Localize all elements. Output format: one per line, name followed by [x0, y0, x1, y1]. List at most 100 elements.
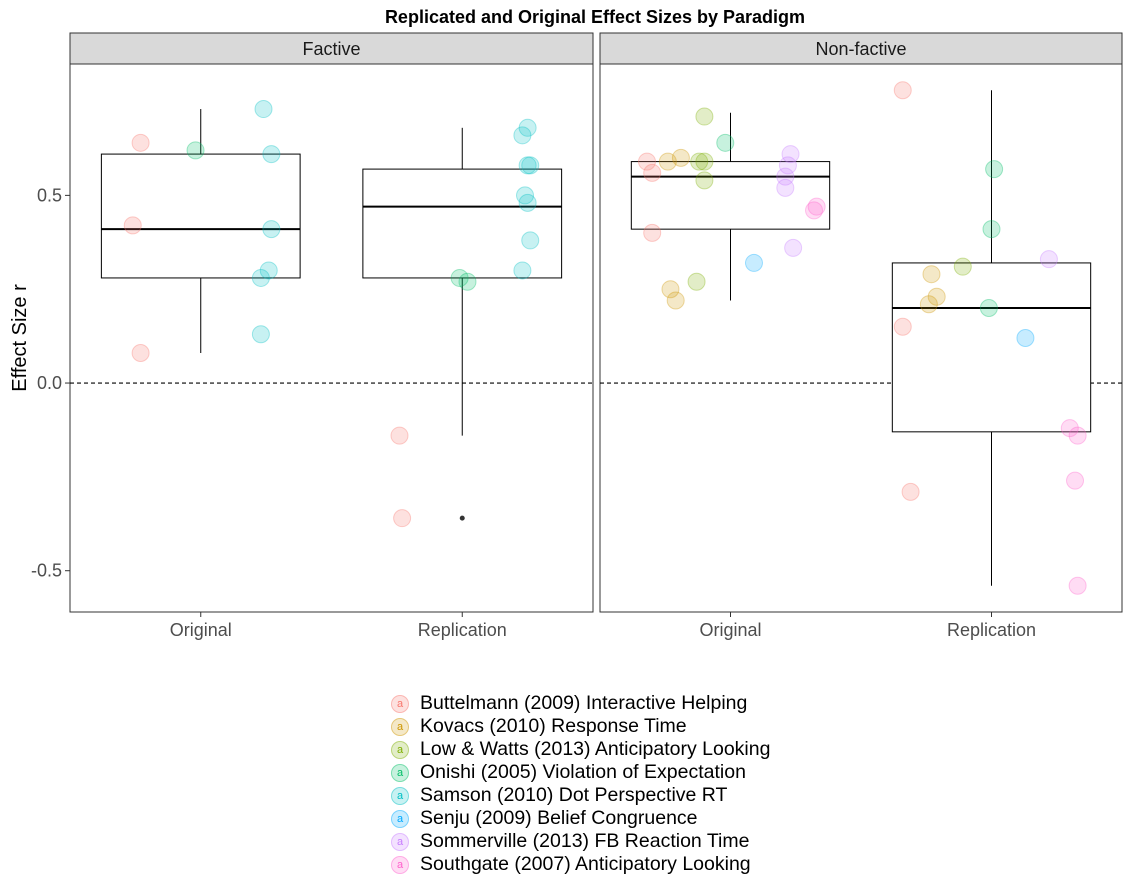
boxplot-original: [630, 112, 831, 301]
panel-factive: Factive Original Replication: [69, 32, 594, 640]
data-point: [695, 107, 714, 126]
legend: a Buttelmann (2009) Interactive Helping a K…: [390, 692, 770, 876]
data-point: [893, 317, 912, 336]
legend-item: a Sommerville (2013) FB Reaction Time: [390, 830, 770, 853]
y-tick-label: -0.5: [31, 561, 62, 581]
data-point: [922, 265, 941, 284]
data-point: [690, 152, 709, 171]
data-point: [643, 223, 662, 242]
y-tick-label: 0.5: [37, 185, 62, 205]
legend-key: a: [390, 763, 410, 783]
data-point: [251, 325, 270, 344]
data-point: [687, 272, 706, 291]
legend-label: Low & Watts (2013) Anticipatory Looking: [420, 738, 771, 760]
legend-label: Buttelmann (2009) Interactive Helping: [420, 692, 748, 714]
data-point: [807, 197, 826, 216]
data-point: [744, 253, 763, 272]
data-point: [666, 291, 685, 310]
legend-label: Kovacs (2010) Response Time: [420, 715, 687, 737]
data-point: [262, 145, 281, 164]
data-point: [784, 238, 803, 257]
data-point: [637, 152, 656, 171]
data-point: [131, 133, 150, 152]
legend-label: Samson (2010) Dot Perspective RT: [420, 784, 728, 806]
chart-title: Replicated and Original Effect Sizes by …: [385, 7, 805, 27]
legend-item: a Low & Watts (2013) Anticipatory Looking: [390, 738, 770, 761]
data-point: [131, 344, 150, 363]
legend-label: Senju (2009) Belief Congruence: [420, 807, 698, 829]
legend-key: a: [390, 694, 410, 714]
data-point: [979, 298, 998, 317]
x-tick-label: Replication: [418, 620, 507, 640]
box: [891, 262, 1092, 433]
legend-key: a: [390, 855, 410, 875]
legend-key: a: [390, 786, 410, 806]
data-point: [985, 160, 1004, 179]
legend-key: a: [390, 832, 410, 852]
data-point: [1016, 329, 1035, 347]
data-point: [776, 167, 795, 186]
legend-key: a: [390, 740, 410, 760]
box: [100, 153, 301, 279]
data-point: [919, 295, 938, 314]
data-point: [390, 426, 409, 445]
data-point: [1068, 426, 1087, 445]
outlier-point: [459, 515, 465, 521]
legend-item: a Buttelmann (2009) Interactive Helping: [390, 692, 770, 715]
legend-item: a Southgate (2007) Anticipatory Looking: [390, 853, 770, 876]
data-point: [254, 100, 273, 119]
data-point: [778, 156, 797, 175]
box: [362, 168, 563, 279]
data-point: [513, 261, 532, 280]
legend-key: a: [390, 717, 410, 737]
data-point: [695, 152, 714, 171]
data-point: [1068, 576, 1087, 595]
boxplot-replication: [891, 90, 1092, 586]
data-point: [643, 163, 662, 182]
data-point: [521, 156, 540, 175]
legend-label: Onishi (2005) Violation of Expectation: [420, 761, 746, 783]
data-point: [186, 141, 205, 160]
facet-strip: [599, 32, 1123, 65]
data-point: [458, 272, 477, 291]
legend-label: Sommerville (2013) FB Reaction Time: [420, 830, 750, 852]
data-point: [781, 145, 800, 164]
data-point: [658, 152, 677, 171]
legend-item: a Senju (2009) Belief Congruence: [390, 807, 770, 830]
data-point: [518, 156, 537, 175]
y-tick-label: 0.0: [37, 373, 62, 393]
panel-border: [599, 63, 1123, 613]
legend-key: a: [390, 809, 410, 829]
data-point: [251, 268, 270, 287]
data-point: [513, 126, 532, 145]
data-point: [1060, 419, 1079, 438]
panel-border: [69, 63, 594, 613]
data-point: [262, 220, 281, 239]
panel-non-factive: Non-factive Original Replication: [599, 32, 1123, 640]
data-point: [518, 118, 537, 137]
data-point: [1039, 250, 1058, 269]
x-tick-label: Replication: [947, 620, 1036, 640]
facet-label: Non-factive: [815, 39, 906, 59]
y-axis-label: Effect Size r: [9, 284, 31, 392]
legend-item: a Samson (2010) Dot Perspective RT: [390, 784, 770, 807]
x-tick-label: Original: [170, 620, 232, 640]
legend-item: a Kovacs (2010) Response Time: [390, 715, 770, 738]
data-point: [776, 178, 795, 197]
facet-strip: [69, 32, 594, 65]
box: [630, 161, 831, 230]
data-point: [661, 280, 680, 299]
data-point: [953, 257, 972, 276]
data-point: [671, 148, 690, 167]
data-point: [893, 81, 912, 100]
data-point: [393, 509, 412, 528]
legend-item: a Onishi (2005) Violation of Expectation: [390, 761, 770, 784]
data-point: [982, 220, 1001, 239]
data-point: [805, 201, 824, 220]
data-point: [927, 287, 946, 306]
boxplot-replication: [362, 127, 563, 521]
boxplot-original: [100, 109, 301, 354]
data-point: [518, 193, 537, 212]
data-point: [716, 133, 735, 152]
